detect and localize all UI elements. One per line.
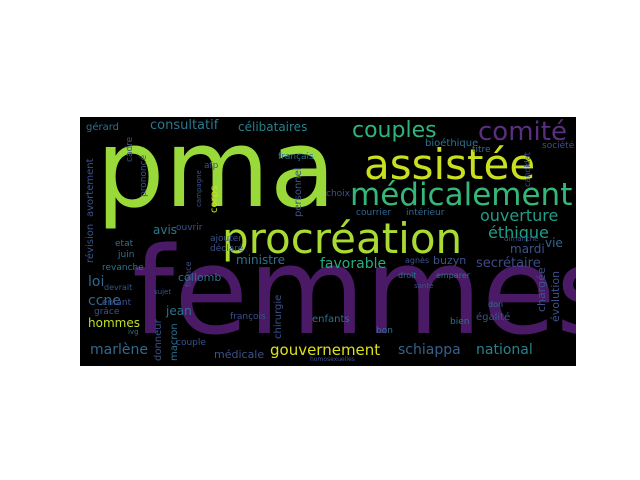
word-medicale: médicale <box>214 348 265 361</box>
word-donneur: donneur <box>153 319 164 361</box>
word-ministre: ministre <box>236 253 285 267</box>
word-grace: grâce <box>94 307 120 317</box>
word-francais: français <box>278 152 314 162</box>
word-assistee: assistée <box>364 140 536 189</box>
word-declare: déclaré <box>210 244 244 254</box>
word-medicalement: médicalement <box>350 177 573 213</box>
word-campagne: campagne <box>195 170 203 207</box>
word-personnel: personnel <box>293 167 304 217</box>
word-courrier: courrier <box>356 208 392 218</box>
word-enfant: enfant <box>102 298 132 308</box>
word-choix: choix <box>326 189 350 199</box>
word-agnes: agnès <box>405 256 430 265</box>
word-national: national <box>476 342 533 358</box>
word-ajouter: ajouter <box>210 234 242 244</box>
word-couples: couples <box>352 118 437 143</box>
word-corps: corps <box>209 185 220 213</box>
word-mardi: mardi <box>510 242 545 256</box>
word-emparer: emparer <box>436 271 471 280</box>
word-prononce: prononcé <box>139 154 149 197</box>
word-comite: comité <box>478 117 567 147</box>
word-chirurgie: chirurgie <box>273 294 284 339</box>
word-droit: droit <box>398 271 417 280</box>
word-loi: loi <box>88 274 105 290</box>
word-gouvernement: gouvernement <box>270 341 381 359</box>
word-procreation: procréation <box>222 214 463 263</box>
word-juin: juin <box>118 250 135 260</box>
word-sante: santé <box>414 282 434 290</box>
word-francois: françois <box>230 312 266 322</box>
word-ouvrir: ouvrir <box>176 223 203 233</box>
word-enfants: enfants <box>312 314 350 325</box>
word-revanche: revanche <box>102 263 144 273</box>
word-etat: etat <box>115 239 134 249</box>
word-bien: bien <box>450 317 470 327</box>
word-sujet: sujet <box>154 288 172 296</box>
word-gerard: gérard <box>86 122 120 133</box>
word-chargee: chargée <box>535 267 548 312</box>
word-ivg: ivg <box>128 328 139 336</box>
word-titre: titre <box>472 145 491 155</box>
word-ethique: éthique <box>488 223 549 242</box>
word-don: don <box>488 300 504 309</box>
word-egalite: égalité <box>476 312 511 323</box>
word-ccne: ccne <box>88 293 121 309</box>
word-evolution: évolution <box>549 270 562 322</box>
word-afp: afp <box>204 161 219 171</box>
word-revision: révision <box>85 223 96 263</box>
word-secretaire: secrétaire <box>476 256 541 271</box>
word-avortement: avortement <box>85 158 96 217</box>
word-femmes: femmes <box>132 223 576 362</box>
word-candidat: candidat <box>523 152 532 187</box>
word-societe: société <box>542 141 575 151</box>
word-marlene: marlène <box>90 342 148 358</box>
word-dimanche: dimanche <box>504 235 539 243</box>
word-schiappa: schiappa <box>398 342 461 358</box>
word-pma: pma <box>96 117 336 232</box>
word-cadre: cadre <box>125 136 135 162</box>
word-couple: couple <box>176 338 206 348</box>
word-consultatif: consultatif <box>150 118 219 133</box>
word-interieur: intérieur <box>406 208 445 218</box>
word-vie: vie <box>545 236 563 250</box>
word-bon: bon <box>376 326 393 336</box>
word-ouverture: ouverture <box>480 206 559 225</box>
word-jean: jean <box>166 304 192 318</box>
word-france: france <box>184 261 193 287</box>
word-cloud: pma femmes procréation assistée médicale… <box>80 117 576 366</box>
word-buzyn: buzyn <box>433 254 467 267</box>
word-hommes: hommes <box>88 316 140 330</box>
word-homosexuelles: homosexuelles <box>310 356 355 363</box>
word-favorable: favorable <box>320 256 387 272</box>
word-devrait: devrait <box>104 283 133 292</box>
word-collomb: collomb <box>178 271 222 284</box>
word-avis: avis <box>153 223 178 237</box>
word-celibataires: célibataires <box>238 120 308 134</box>
word-bioethique: bioéthique <box>425 138 479 149</box>
